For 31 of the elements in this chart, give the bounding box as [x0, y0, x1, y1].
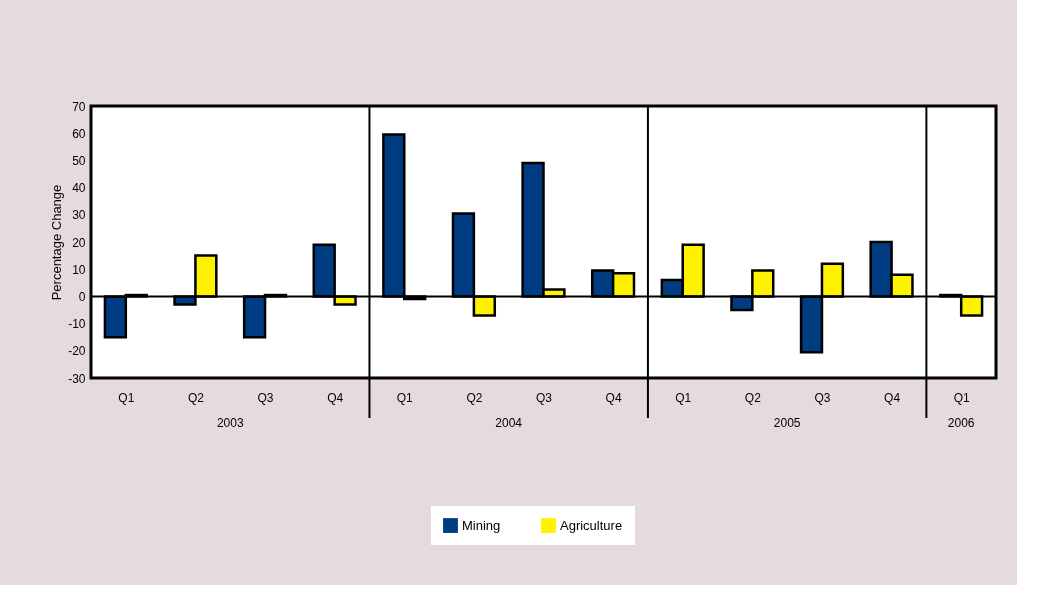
y-tick-label: 60: [72, 126, 86, 141]
x-tick-label: Q3: [257, 390, 274, 405]
y-tick-label: 70: [72, 99, 86, 114]
legend-label: Mining: [462, 517, 501, 533]
text: 2006: [947, 416, 975, 430]
y-tick-label: 0: [78, 289, 86, 304]
x-tick-label: Q3: [535, 390, 553, 405]
x-tick-label: Q1: [396, 390, 414, 405]
x-tick-label: Q1: [118, 390, 135, 405]
x-tick-label: Q1: [675, 390, 692, 405]
y-axis-title: Percentage Change: [49, 184, 65, 301]
y-tick-label: 50: [72, 153, 86, 168]
y-tick-label: 40: [72, 181, 86, 196]
x-tick-label: Q1: [953, 390, 971, 405]
legend-label: Agriculture: [560, 517, 623, 533]
x-tick-label: Q4: [605, 390, 622, 405]
y-tick-label: 30: [72, 208, 86, 223]
x-tick-label: Q4: [327, 390, 344, 405]
y-tick-label: 20: [72, 235, 86, 250]
text: 2003: [216, 416, 244, 430]
text: 2005: [773, 416, 801, 430]
y-tick-label: 10: [72, 262, 86, 277]
x-tick-label: Q2: [744, 390, 762, 405]
x-tick-label: Q4: [884, 390, 901, 405]
y-tick-label: -10: [68, 317, 86, 332]
y-tick-label: -30: [68, 371, 86, 386]
x-tick-label: Q2: [187, 390, 205, 405]
x-tick-label: Q2: [466, 390, 483, 405]
text: 2004: [495, 416, 523, 430]
x-tick-label: Q3: [814, 390, 831, 405]
y-tick-label: -20: [68, 344, 86, 359]
